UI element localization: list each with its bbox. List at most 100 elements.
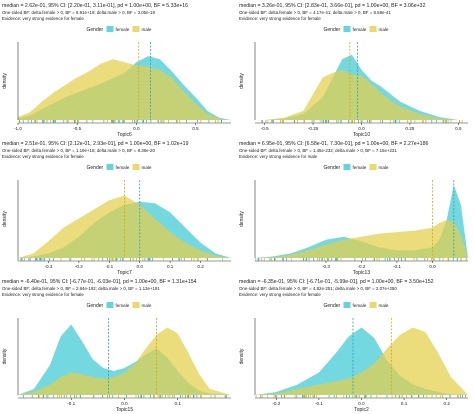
x-tick-label: -0.3	[44, 264, 52, 269]
one-sided-bf-line: One-sided BF: delta.female > 0, BF = 1.1…	[2, 148, 155, 153]
legend-label-female: female	[116, 27, 130, 32]
legend-swatch-female	[106, 164, 114, 170]
x-tick-label: 0.5	[455, 126, 462, 131]
stats-line: median = -6.40e-01, 95% CI: [-6.77e-01, …	[2, 279, 197, 285]
chart-panel-topic7: median = 2.51e-01, 95% CI: [2.12e-01, 2.…	[0, 138, 237, 276]
y-axis-label: density	[239, 73, 245, 89]
x-tick-label: 0.0	[121, 401, 128, 406]
legend-label-female: female	[353, 303, 367, 308]
evidence-line: Evidence: very strong evidence for femal…	[2, 292, 84, 297]
density-area-male	[255, 220, 468, 258]
rug-marks	[255, 395, 466, 398]
legend-title: Gender	[324, 165, 341, 171]
one-sided-bf-line: One-sided BF: delta.female > 0, BF = 6.9…	[2, 10, 155, 15]
x-tick-label: 0.0	[429, 264, 436, 269]
y-axis-label: density	[2, 348, 8, 364]
legend-swatch-male	[132, 302, 140, 308]
density-chart-topic7: median = 2.51e-01, 95% CI: [2.12e-01, 2.…	[2, 141, 231, 276]
x-tick-label: 0.25	[405, 126, 414, 131]
legend-label-male: male	[142, 27, 152, 32]
rug-marks	[255, 258, 467, 261]
chart-panel-topic10: median = 3.26e-01, 95% CI: [2.83e-01, 3.…	[237, 0, 474, 138]
legend-swatch-male	[132, 164, 140, 170]
x-tick-label: 0.1	[175, 401, 182, 406]
stats-line: median = -6.35e-01, 95% CI: [-6.71e-01, …	[239, 279, 434, 285]
one-sided-bf-line: One-sided BF: delta.female > 0, BF = 4.1…	[239, 10, 391, 15]
density-area-male	[18, 59, 231, 120]
evidence-line: Evidence: very strong evidence for femal…	[2, 16, 84, 21]
legend-label-male: male	[379, 303, 389, 308]
x-axis-label: Topic6	[117, 132, 132, 138]
legend-label-male: male	[142, 165, 152, 170]
density-chart-topic2: median = -6.35e-01, 95% CI: [-6.71e-01, …	[239, 279, 468, 413]
x-tick-label: -0.3	[322, 264, 330, 269]
x-tick-label: 0.1	[167, 264, 174, 269]
x-axis-label: Topic10	[353, 132, 370, 138]
x-tick-label: 0.1	[401, 401, 408, 406]
x-tick-label: -0.1	[67, 401, 75, 406]
x-tick-label: -0.25	[308, 126, 319, 131]
x-axis-label: Topic13	[353, 270, 370, 276]
stats-line: median = 3.26e-01, 95% CI: [2.83e-01, 3.…	[239, 3, 426, 9]
y-axis-label: density	[239, 211, 245, 227]
x-tick-label: 0.0	[358, 401, 365, 406]
density-area-female	[255, 327, 468, 395]
chart-panel-topic13: median = 6.95e-01, 95% CI: [6.58e-01, 7.…	[237, 138, 474, 276]
legend-swatch-female	[106, 302, 114, 308]
x-tick-label: -0.1	[393, 264, 401, 269]
legend-swatch-female	[343, 302, 351, 308]
rug-marks	[22, 395, 227, 398]
density-area-male	[18, 327, 231, 395]
density-chart-topic15: median = -6.40e-01, 95% CI: [-6.77e-01, …	[2, 279, 231, 413]
x-axis-label: Topic7	[117, 270, 132, 276]
legend-swatch-male	[369, 26, 377, 32]
one-sided-bf-line: One-sided BF: delta.female > 0, BF = 2.8…	[2, 286, 160, 291]
legend-label-female: female	[116, 165, 130, 170]
x-tick-label: -0.5	[73, 126, 81, 131]
y-axis-label: density	[2, 73, 8, 89]
density-chart-topic13: median = 6.95e-01, 95% CI: [6.58e-01, 7.…	[239, 141, 468, 276]
legend-swatch-male	[132, 26, 140, 32]
x-tick-label: 0.5	[192, 126, 199, 131]
chart-panel-topic2: median = -6.35e-01, 95% CI: [-6.71e-01, …	[237, 276, 474, 414]
one-sided-bf-line: One-sided BF: delta.female > 0, BF = 4.8…	[239, 286, 397, 291]
x-tick-label: -0.2	[272, 401, 280, 406]
rug-marks	[19, 120, 222, 123]
density-area-male	[264, 69, 459, 120]
y-axis-label: density	[239, 348, 245, 364]
x-tick-label: 0.0	[137, 264, 144, 269]
legend-title: Gender	[87, 303, 104, 309]
density-chart-topic6: median = 2.62e-01, 95% CI: [2.20e-01, 3.…	[2, 3, 231, 138]
legend-label-female: female	[353, 165, 367, 170]
x-tick-label: -0.1	[315, 401, 323, 406]
evidence-line: Evidence: very strong evidence for femal…	[2, 154, 84, 159]
chart-panel-topic15: median = -6.40e-01, 95% CI: [-6.77e-01, …	[0, 276, 237, 414]
x-axis-label: Topic2	[354, 407, 369, 413]
x-axis-label: Topic15	[116, 407, 133, 413]
stats-line: median = 2.62e-01, 95% CI: [2.20e-01, 3.…	[2, 3, 188, 9]
y-axis-label: density	[2, 211, 8, 227]
stats-line: median = 6.95e-01, 95% CI: [6.58e-01, 7.…	[239, 141, 428, 147]
legend-title: Gender	[87, 165, 104, 171]
legend-swatch-male	[369, 302, 377, 308]
stats-line: median = 2.51e-01, 95% CI: [2.12e-01, 2.…	[2, 141, 189, 147]
x-tick-label: -1.0	[14, 126, 22, 131]
legend-swatch-female	[106, 26, 114, 32]
x-tick-label: 0.0	[133, 126, 140, 131]
legend-swatch-female	[343, 26, 351, 32]
legend-label-female: female	[116, 303, 130, 308]
legend-swatch-male	[369, 164, 377, 170]
rug-marks	[17, 258, 224, 261]
x-tick-label: 0.0	[358, 126, 365, 131]
x-tick-label: -0.2	[358, 264, 366, 269]
x-tick-label: -0.1	[105, 264, 113, 269]
x-tick-label: -0.2	[75, 264, 83, 269]
x-tick-label: 0.2	[444, 401, 451, 406]
rug-marks	[260, 120, 463, 123]
density-area-male	[255, 327, 468, 395]
legend-label-male: male	[379, 165, 389, 170]
legend-label-male: male	[379, 27, 389, 32]
legend-label-male: male	[142, 303, 152, 308]
one-sided-bf-line: One-sided BF: delta.female > 0, BF = 1.4…	[239, 148, 397, 153]
chart-panel-topic6: median = 2.62e-01, 95% CI: [2.20e-01, 3.…	[0, 0, 237, 138]
